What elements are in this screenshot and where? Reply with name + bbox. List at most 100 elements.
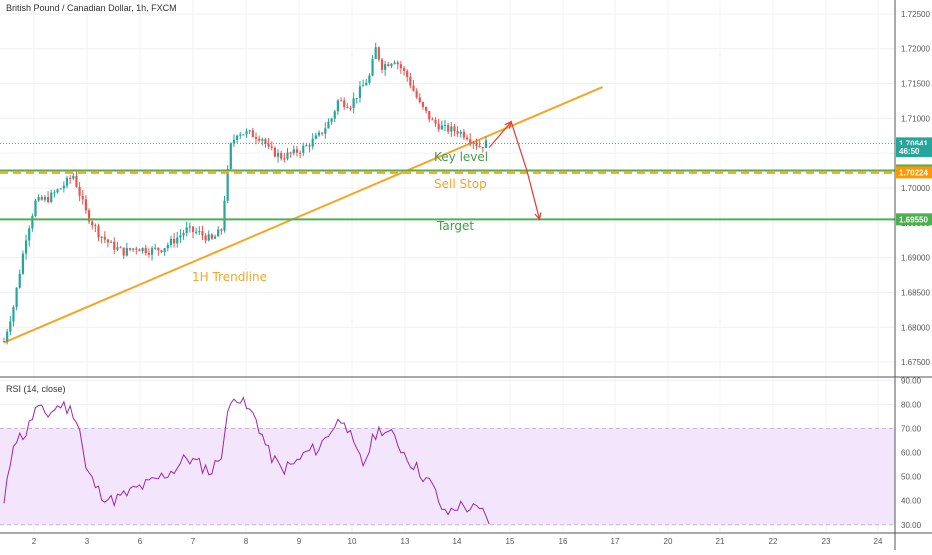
x-tick-label: 17	[611, 537, 620, 546]
candle-body	[97, 226, 100, 238]
candle-body	[289, 152, 292, 154]
candle-body	[229, 143, 232, 169]
candle-body	[362, 85, 365, 87]
candle-body	[198, 231, 201, 233]
candle-body	[147, 253, 150, 255]
candle-body	[239, 134, 242, 136]
candle-body	[384, 64, 387, 70]
candle-body	[62, 185, 65, 189]
candle-body	[409, 76, 412, 86]
candle-body	[106, 239, 110, 243]
candle-body	[220, 229, 223, 231]
candle-body	[254, 137, 258, 139]
candle-body	[358, 86, 362, 98]
candle-body	[475, 143, 478, 146]
x-tick-label: 22	[769, 537, 778, 546]
rsi-y-tick-label: 30.00	[901, 521, 922, 530]
candle-body	[286, 152, 289, 159]
candle-body	[191, 226, 195, 233]
candle-body	[207, 234, 210, 241]
x-tick-label: 20	[664, 537, 673, 546]
projection-arrowhead-down	[534, 212, 542, 221]
candle-body	[236, 135, 239, 140]
candle-body	[110, 241, 113, 243]
candle-body	[443, 124, 447, 126]
candle-body	[447, 124, 450, 132]
candle-body	[434, 119, 437, 124]
rsi-y-tick-label: 70.00	[901, 425, 922, 434]
candle-body	[232, 139, 236, 144]
rsi-title: RSI (14, close)	[6, 384, 66, 394]
y-tick-label: 1.68000	[901, 323, 930, 332]
candle-body	[37, 196, 40, 201]
candle-body	[173, 238, 176, 244]
candle-body	[24, 240, 28, 254]
candle-body	[280, 153, 283, 159]
candle-body	[399, 64, 402, 69]
candle-body	[113, 241, 116, 250]
candle-body	[150, 248, 154, 255]
candle-body	[456, 131, 459, 134]
candle-body	[144, 247, 147, 254]
candle-body	[431, 119, 434, 121]
candle-body	[116, 247, 119, 250]
candle-body	[195, 231, 198, 233]
candle-body	[47, 197, 50, 202]
y-tick-label: 1.72000	[901, 45, 930, 54]
candle-body	[179, 235, 182, 238]
candle-body	[428, 110, 431, 120]
candle-body	[28, 228, 31, 241]
x-tick-label: 21	[716, 537, 725, 546]
rsi-layer	[3, 396, 490, 525]
price-label: 46:50	[899, 147, 920, 156]
candle-body	[78, 186, 81, 196]
y-tick-label: 1.67500	[901, 358, 930, 367]
rsi-y-tick-label: 90.00	[901, 376, 922, 385]
candle-body	[292, 149, 295, 154]
candle-body	[393, 62, 396, 64]
candle-body	[321, 132, 324, 134]
x-tick-label: 16	[559, 537, 568, 546]
candle-body	[210, 234, 213, 239]
candle-body	[53, 192, 56, 194]
candle-body	[94, 225, 97, 227]
candle-body	[242, 134, 245, 136]
candle-body	[56, 189, 59, 193]
candle-body	[2, 341, 6, 343]
candle-body	[346, 106, 349, 108]
candles-layer	[2, 42, 488, 345]
candle-body	[450, 126, 453, 132]
candle-body	[283, 158, 286, 160]
rsi-y-tick-label: 60.00	[901, 449, 922, 458]
candle-body	[462, 131, 465, 138]
rsi-y-tick-label: 50.00	[901, 473, 922, 482]
candle-body	[402, 68, 406, 71]
candle-body	[352, 98, 355, 108]
candle-body	[132, 248, 135, 250]
y-tick-label: 1.68500	[901, 288, 930, 297]
candle-body	[478, 145, 481, 148]
rsi-band	[0, 428, 895, 526]
candle-body	[65, 177, 69, 186]
candle-body	[43, 197, 47, 200]
candle-body	[154, 247, 157, 249]
candle-body	[12, 307, 15, 322]
candle-body	[81, 195, 84, 200]
rsi-y-tick-label: 80.00	[901, 400, 922, 409]
x-tick-label: 13	[401, 537, 410, 546]
candle-body	[91, 221, 94, 226]
candle-body	[18, 273, 21, 288]
candle-body	[15, 287, 18, 308]
candle-body	[314, 135, 317, 139]
trendline	[3, 86, 603, 344]
candle-body	[459, 131, 462, 134]
candle-body	[412, 85, 415, 91]
candle-body	[374, 47, 377, 59]
sell-stop-annotation: Sell Stop	[434, 177, 487, 191]
price-label-bg	[896, 213, 932, 226]
candle-body	[125, 248, 128, 256]
candle-body	[75, 175, 78, 187]
candle-body	[387, 64, 390, 67]
candle-body	[6, 331, 9, 342]
